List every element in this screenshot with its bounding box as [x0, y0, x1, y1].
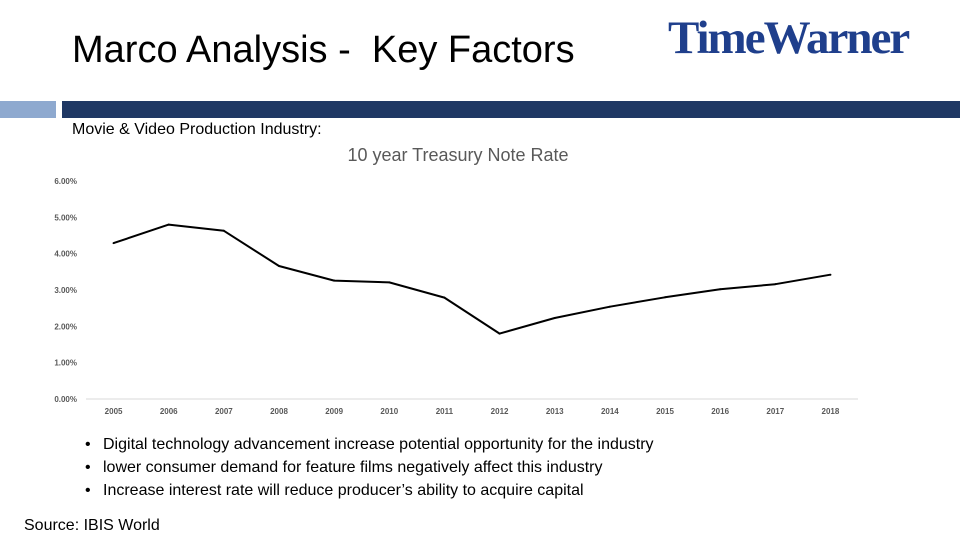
- x-tick-label: 2018: [822, 407, 840, 416]
- bullet-item: lower consumer demand for feature films …: [82, 456, 654, 479]
- treasury-rate-chart: 10 year Treasury Note Rate 0.00% 1.00% 2.0…: [0, 138, 960, 430]
- x-tick-label: 2016: [711, 407, 729, 416]
- data-point: [112, 242, 115, 245]
- y-tick-label: 1.00%: [54, 359, 77, 368]
- x-tick-label: 2009: [325, 407, 343, 416]
- data-point: [222, 229, 225, 232]
- x-tick-label: 2017: [766, 407, 784, 416]
- bullet-item: Digital technology advancement increase …: [82, 433, 654, 456]
- data-point: [333, 279, 336, 282]
- x-tick-label: 2012: [491, 407, 509, 416]
- header-bar-accent: [0, 101, 56, 118]
- x-tick-label: 2008: [270, 407, 288, 416]
- bullet-item: Increase interest rate will reduce produ…: [82, 479, 654, 502]
- y-axis: 0.00% 1.00% 2.00% 3.00% 4.00% 5.00% 6.00%: [54, 177, 77, 404]
- data-point: [388, 281, 391, 284]
- x-tick-label: 2014: [601, 407, 619, 416]
- y-tick-label: 6.00%: [54, 177, 77, 186]
- data-point: [608, 305, 611, 308]
- data-point: [278, 265, 280, 268]
- data-points: [112, 223, 832, 335]
- data-point: [167, 223, 170, 226]
- y-tick-label: 2.00%: [54, 322, 77, 331]
- data-point: [664, 296, 666, 299]
- header-bar: [62, 101, 960, 118]
- y-tick-label: 4.00%: [54, 250, 77, 259]
- slide-title: Marco Analysis - Key Factors: [72, 29, 575, 71]
- y-tick-label: 3.00%: [54, 286, 77, 295]
- x-tick-label: 2011: [436, 407, 454, 416]
- x-tick-label: 2007: [215, 407, 233, 416]
- source-note: Source: IBIS World: [24, 517, 160, 534]
- chart-svg: 10 year Treasury Note Rate 0.00% 1.00% 2.0…: [54, 145, 858, 416]
- data-point: [443, 296, 446, 299]
- industry-subtitle: Movie & Video Production Industry:: [72, 121, 322, 138]
- y-tick-label: 0.00%: [54, 395, 77, 404]
- data-point: [829, 273, 832, 276]
- data-point: [498, 332, 501, 335]
- key-factors-list: Digital technology advancement increase …: [82, 433, 654, 502]
- x-tick-label: 2005: [105, 407, 123, 416]
- data-point: [553, 316, 556, 319]
- chart-title: 10 year Treasury Note Rate: [347, 145, 568, 165]
- x-axis: 2005 2006 2007 2008 2009 2010 2011 2012 2013 2014…: [105, 407, 840, 416]
- x-tick-label: 2015: [656, 407, 674, 416]
- x-tick-label: 2006: [160, 407, 178, 416]
- x-tick-label: 2013: [546, 407, 564, 416]
- data-point: [774, 283, 777, 286]
- data-point: [719, 288, 722, 291]
- series-line: [113, 223, 831, 335]
- time-warner-logo: TimeWarner: [668, 12, 910, 64]
- y-tick-label: 5.00%: [54, 213, 77, 222]
- x-tick-label: 2010: [380, 407, 398, 416]
